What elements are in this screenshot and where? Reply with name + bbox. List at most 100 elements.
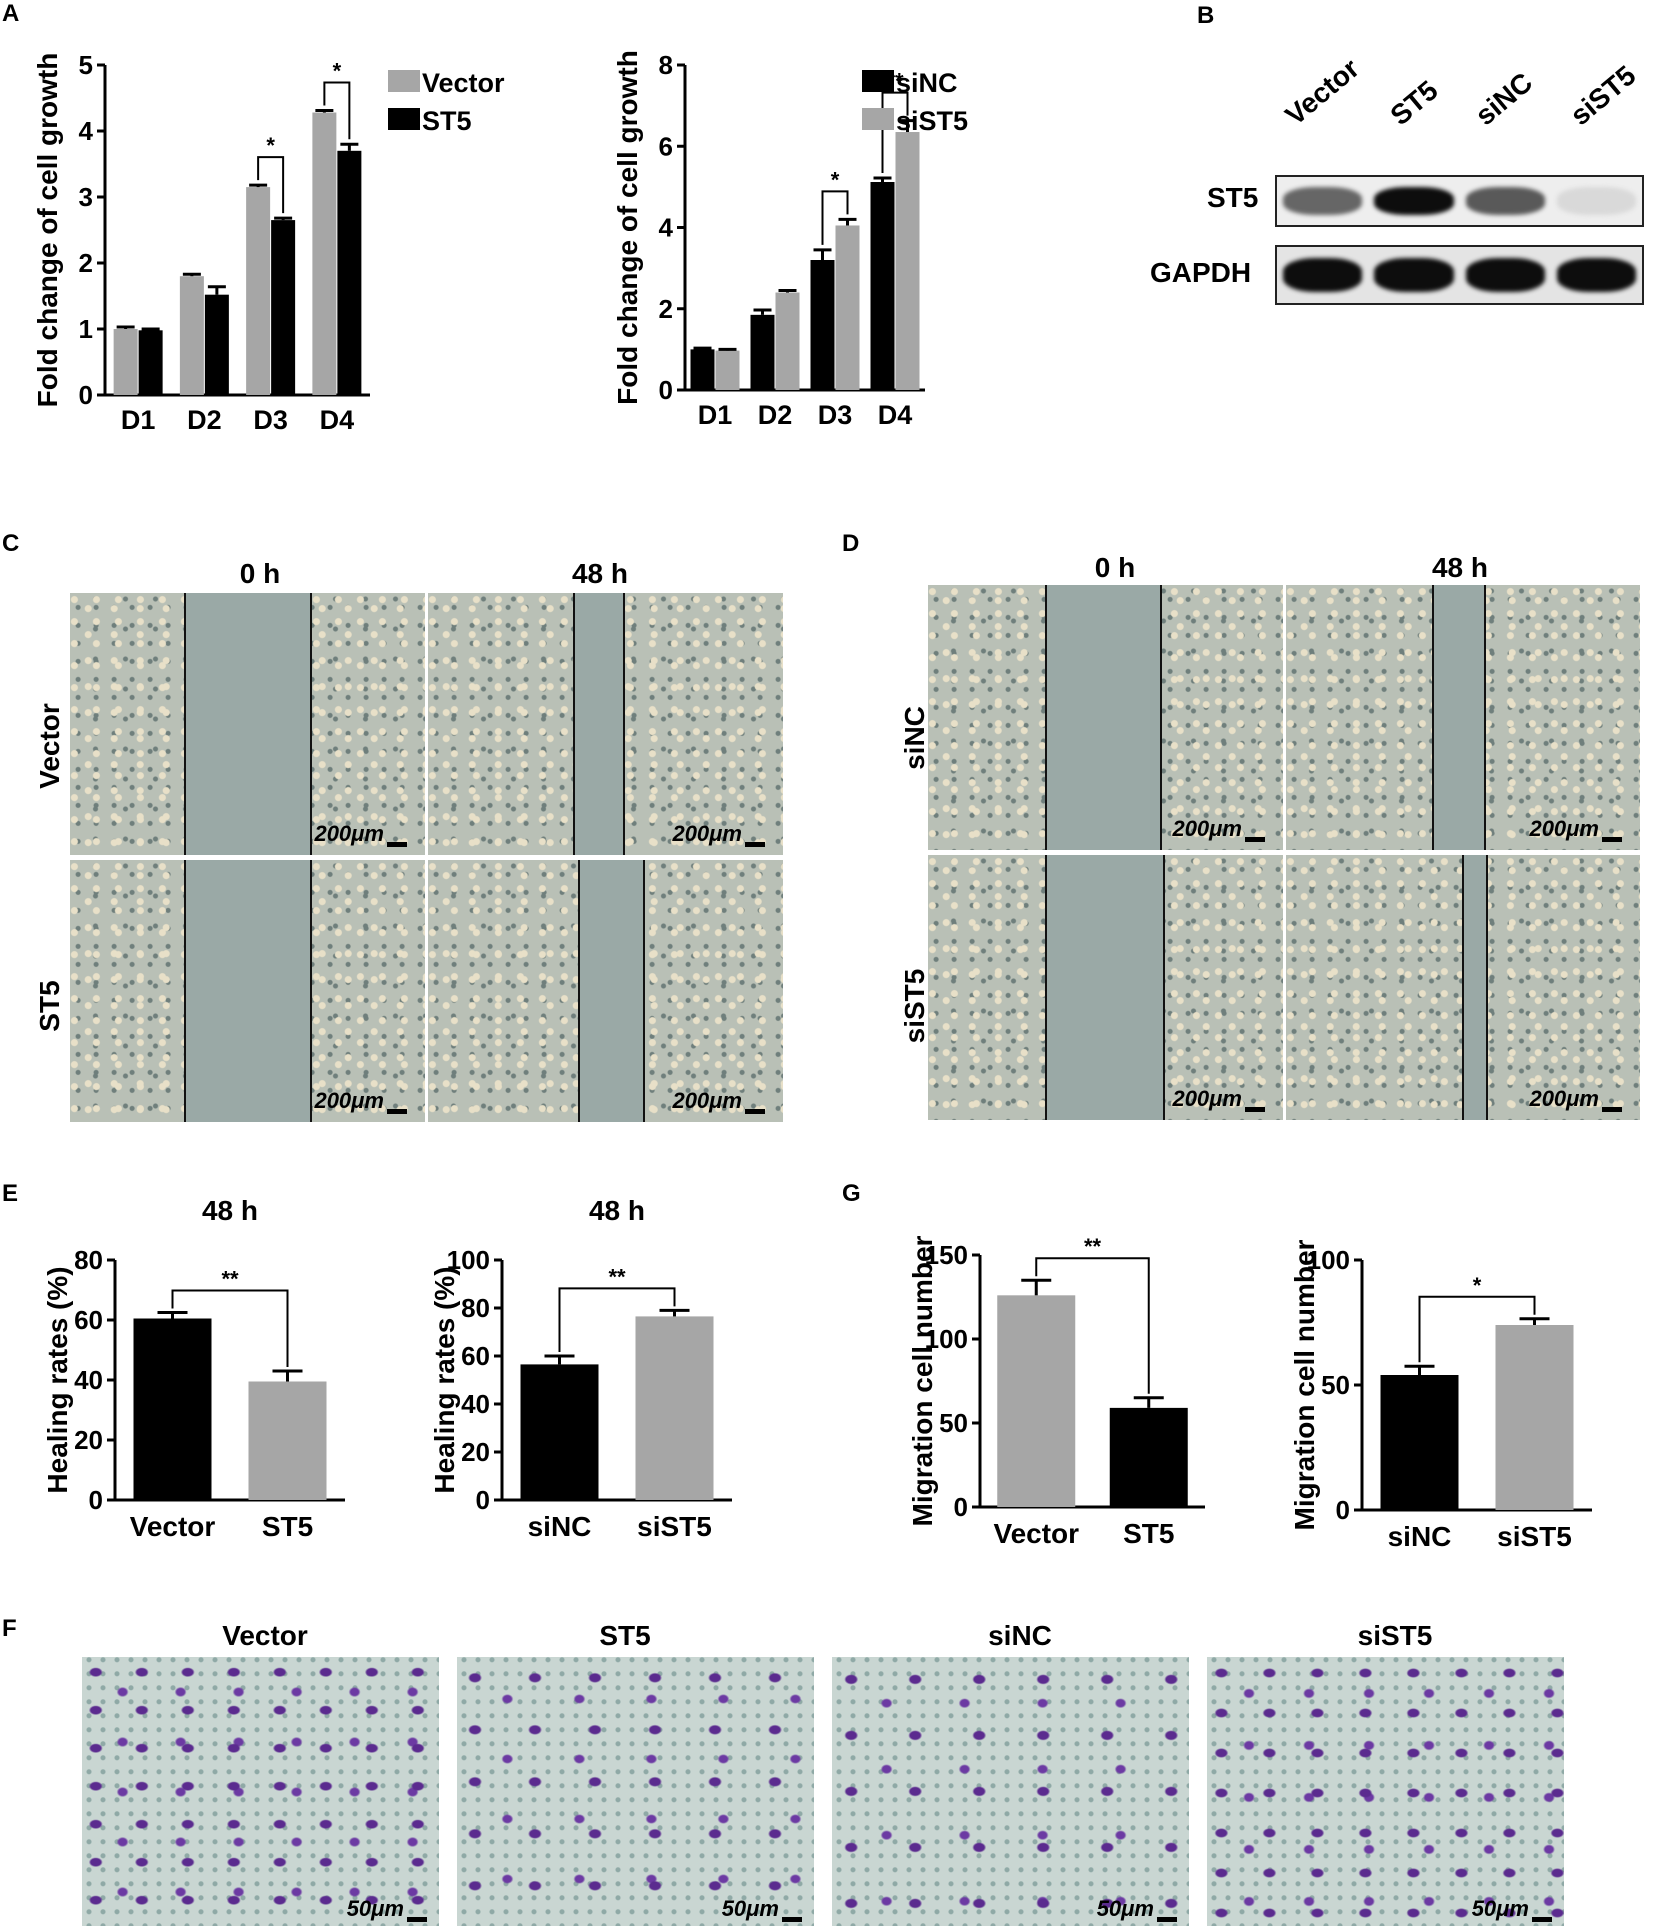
x-tick-label: siST5 [1497,1521,1572,1552]
y-tick-label: 0 [1336,1495,1350,1525]
y-tick-label: 50 [939,1408,968,1438]
f-header-sinc: siNC [988,1620,1052,1651]
scale-bar-label: 200μm [672,821,742,846]
scale-bar-label: 200μm [314,821,384,846]
significance-bracket [323,81,351,140]
blot-band [1465,186,1545,216]
x-tick-label: siST5 [637,1511,712,1542]
y-tick-label: 8 [659,50,673,80]
bar [179,276,204,395]
f-header-st5: ST5 [599,1620,651,1651]
y-tick-label: 0 [659,375,673,405]
blot-strip-gapdh [1275,245,1644,305]
legend-label: siST5 [896,106,968,136]
bar [520,1364,599,1500]
y-axis-label: Healing rates (%) [430,1266,460,1493]
blot-band [1283,186,1363,216]
bar [715,350,740,390]
lane-label-1: Vector [1279,52,1365,132]
scale-bar-label: 200μm [1172,1086,1242,1111]
y-tick-label: 5 [79,50,93,80]
y-axis-label: Fold change of cell growth [612,50,643,405]
significance-label: * [831,167,840,192]
y-axis-label: Healing rates (%) [42,1266,73,1493]
f-photo-sinc: 50μm [832,1657,1189,1926]
significance-bracket [1418,1295,1536,1363]
y-tick-label: 60 [74,1305,103,1335]
bar [750,314,775,390]
c-header-0h: 0 h [239,558,281,589]
y-tick-label: 6 [659,131,673,161]
bar [1380,1375,1459,1510]
panel-label-b: B [1197,2,1215,29]
western-blot: Vector ST5 siNC siST5 ST5 GAPDH [1140,52,1654,320]
bar [138,330,163,395]
blot-band [1374,258,1454,292]
x-tick-label: D4 [320,405,355,435]
lane-label-4: siST5 [1564,59,1642,132]
y-axis-label: Migration cell number [907,1235,938,1526]
x-tick-label: ST5 [1123,1518,1174,1549]
blot-band [1556,186,1636,216]
x-tick-label: Vector [130,1511,216,1542]
bar [246,187,271,395]
legend-label: Vector [422,68,505,98]
significance-bracket [558,1287,676,1352]
x-tick-label: D2 [187,405,222,435]
significance-bracket [1035,1257,1150,1394]
bar [312,112,337,396]
scale-bar-label: 200μm [1529,1086,1599,1111]
lane-label-2: ST5 [1384,74,1444,132]
blot-band [1283,258,1363,292]
significance-bracket [257,156,285,214]
y-tick-label: 4 [79,116,94,146]
f-header-vector: Vector [222,1620,308,1651]
panel-label-a: A [2,0,20,27]
band-label-gapdh: GAPDH [1150,257,1252,288]
f-photo-st5: 50μm [457,1657,814,1926]
panel-label-d: D [842,530,860,557]
d-row-sinc: siNC [899,706,930,770]
significance-bracket [171,1289,289,1367]
y-tick-label: 20 [74,1425,103,1455]
y-tick-label: 20 [461,1437,490,1467]
d-header-0h: 0 h [1094,552,1136,583]
x-tick-label: siNC [1388,1521,1452,1552]
bar [775,292,800,390]
c-header-48h: 48 h [571,558,629,589]
x-tick-label: D4 [878,400,913,430]
bar [810,260,835,390]
chart-growth-overexpression: 0 1 2 3 4 5 Fold change of cell growth D1 D2 D3 D4… [32,50,505,435]
legend-swatch [862,108,894,130]
bar [870,182,895,390]
scale-bar-label: 200μm [314,1088,384,1113]
bar [1109,1407,1188,1507]
x-tick-label: D3 [818,400,853,430]
y-tick-label: 100 [447,1245,490,1275]
y-tick-label: 50 [1321,1370,1350,1400]
bar [248,1381,327,1500]
c-photo-st5-0h: 200μm [70,860,425,1122]
c-row-st5: ST5 [34,980,65,1032]
bar [133,1318,212,1500]
scale-bar-label: 50μm [1471,1896,1529,1921]
bar [635,1316,714,1500]
d-photo-sinc-48h: 200μm [1286,585,1640,850]
bar [337,150,362,395]
x-tick-label: D1 [121,405,156,435]
lane-label-3: siNC [1469,66,1539,132]
y-tick-label: 80 [74,1245,103,1275]
d-photo-sinc-0h: 200μm [928,585,1283,850]
x-tick-label: siNC [528,1511,592,1542]
bar [835,225,860,390]
significance-bracket [881,91,909,173]
y-tick-label: 100 [1307,1245,1350,1275]
d-photo-sist5-48h: 200μm [1286,855,1640,1120]
c-photo-vector-48h: 200μm [428,593,783,855]
x-tick-label: D1 [698,400,733,430]
band-label-st5: ST5 [1207,182,1259,213]
bar [1495,1325,1574,1510]
bar [204,294,229,395]
